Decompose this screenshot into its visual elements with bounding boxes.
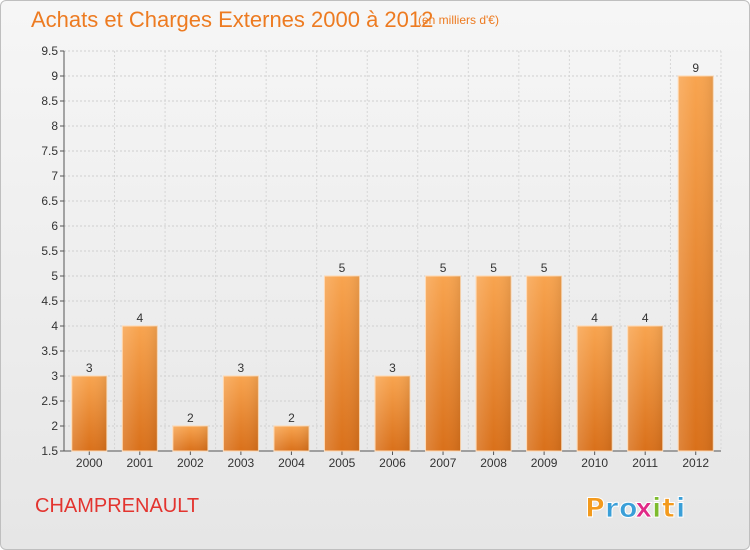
- logo-letter: r: [605, 493, 619, 524]
- logo-letter: t: [662, 493, 675, 524]
- y-tick-label: 2.5: [41, 394, 58, 408]
- bars: [71, 75, 714, 452]
- y-tick-label: 6.5: [41, 194, 58, 208]
- x-tick-label: 2010: [581, 456, 608, 470]
- chart-subtitle: (en milliers d'€): [418, 13, 499, 27]
- bar-shine: [71, 376, 107, 451]
- x-tick-label: 2004: [278, 456, 305, 470]
- location-name: CHAMPRENAULT: [35, 495, 200, 517]
- y-tick-label: 3: [51, 369, 58, 383]
- x-tick-label: 2002: [177, 456, 204, 470]
- x-tick-label: 2009: [531, 456, 558, 470]
- y-tick-label: 9.5: [41, 44, 58, 58]
- value-label: 5: [339, 261, 346, 275]
- y-tick-label: 6: [51, 219, 58, 233]
- x-tick-label: 2006: [379, 456, 406, 470]
- y-tick-label: 4: [51, 319, 58, 333]
- x-tick-label: 2000: [76, 456, 103, 470]
- value-label: 4: [591, 311, 598, 325]
- x-tick-label: 2005: [329, 456, 356, 470]
- bar-shine: [678, 76, 714, 451]
- value-label: 4: [136, 311, 143, 325]
- labels: 1.5 2 2.5 3 3.5 4 4.5 5 5.5 6 6.5 7 7.5 8 8.5 9 9.5 3 2000…: [41, 44, 709, 470]
- value-label: 5: [440, 261, 447, 275]
- bar-shine: [223, 376, 259, 451]
- y-tick-label: 7: [51, 169, 58, 183]
- value-label: 3: [86, 361, 93, 375]
- logo-letter: o: [619, 493, 638, 524]
- y-tick-label: 4.5: [41, 294, 58, 308]
- y-tick-label: 9: [51, 69, 58, 83]
- value-label: 5: [490, 261, 497, 275]
- bar-shine: [577, 326, 613, 451]
- chart-title: Achats et Charges Externes 2000 à 2012: [31, 7, 434, 32]
- bar-shine: [526, 276, 562, 451]
- logo-letter: i: [652, 493, 661, 524]
- x-tick-label: 2001: [126, 456, 153, 470]
- x-tick-label: 2011: [632, 456, 658, 470]
- x-tick-label: 2008: [480, 456, 507, 470]
- y-tick-label: 7.5: [41, 144, 58, 158]
- bar-shine: [273, 426, 309, 451]
- bar-shine: [425, 276, 461, 451]
- value-label: 2: [288, 411, 295, 425]
- x-tick-label: 2003: [228, 456, 255, 470]
- x-tick-label: 2007: [430, 456, 457, 470]
- value-label: 4: [642, 311, 649, 325]
- logo-letter: i: [676, 493, 685, 524]
- value-label: 3: [389, 361, 396, 375]
- y-tick-label: 8: [51, 119, 58, 133]
- y-tick-label: 3.5: [41, 344, 58, 358]
- x-tick-label: 2012: [682, 456, 709, 470]
- value-label: 5: [541, 261, 548, 275]
- logo-letter: x: [635, 493, 652, 524]
- value-label: 9: [692, 61, 699, 75]
- value-label: 2: [187, 411, 194, 425]
- bar-shine: [375, 376, 410, 451]
- logo-letter: P: [585, 493, 605, 524]
- bar-shine: [476, 276, 512, 451]
- bar-shine: [324, 276, 360, 451]
- bar-shine: [627, 326, 663, 451]
- value-label: 3: [238, 361, 245, 375]
- y-tick-label: 5.5: [41, 244, 58, 258]
- bar-shine: [172, 426, 208, 451]
- y-tick-label: 1.5: [41, 444, 58, 458]
- bar-shine: [122, 326, 158, 451]
- y-tick-label: 8.5: [41, 94, 58, 108]
- y-tick-label: 5: [51, 269, 58, 283]
- y-tick-label: 2: [51, 419, 58, 433]
